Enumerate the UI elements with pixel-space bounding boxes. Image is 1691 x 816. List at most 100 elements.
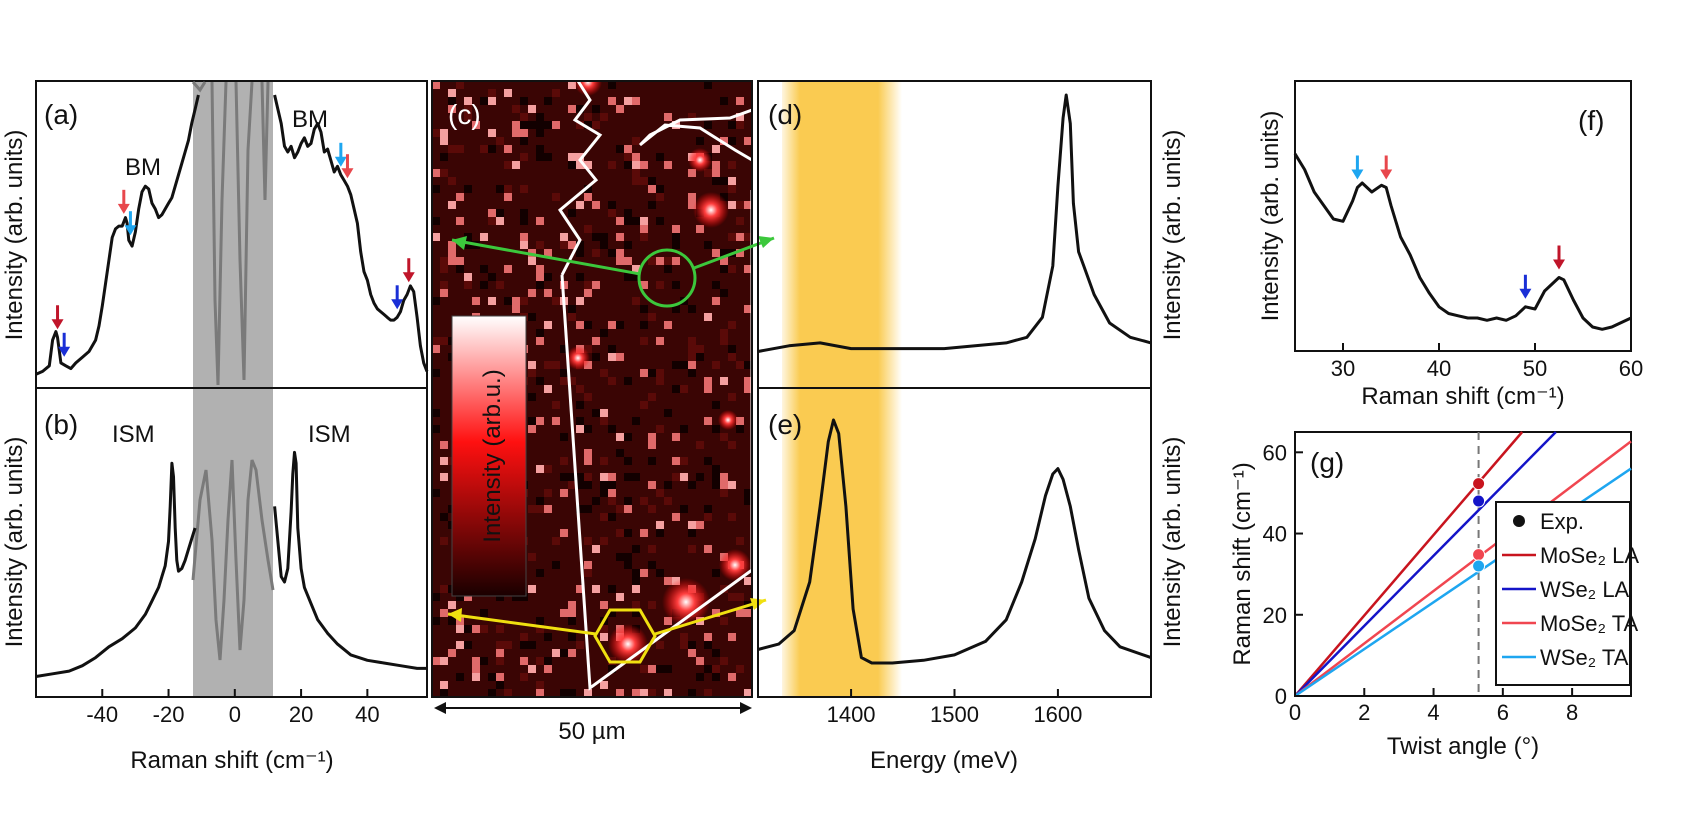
map-pixel: [544, 665, 552, 673]
map-pixel: [592, 585, 600, 593]
map-pixel: [608, 345, 616, 353]
panel-b-frame: [35, 387, 428, 698]
map-pixel: [624, 505, 632, 513]
map-pixel: [688, 641, 696, 649]
map-pixel: [584, 537, 592, 545]
map-pixel: [704, 505, 712, 513]
panel-g: 0 2 4 6 8 0 20 40 60 (g) Raman shift (cm⁻¹) Twis…: [1229, 431, 1639, 760]
map-pixel: [584, 193, 592, 201]
map-pixel: [560, 433, 568, 441]
map-pixel: [520, 113, 528, 121]
panel-e: (e) Intensity (arb. units) 1400 1500 1600 …: [757, 387, 1186, 774]
map-pixel: [600, 625, 608, 633]
panel-e-series: [757, 418, 1152, 665]
map-pixel: [640, 689, 648, 697]
map-pixel: [720, 249, 728, 257]
map-pixel: [576, 105, 584, 113]
map-pixel: [488, 129, 496, 137]
yellow-arrow-right: [654, 598, 767, 636]
x-tick-label: 8: [1566, 700, 1578, 725]
map-pixel: [640, 177, 648, 185]
green-arrow-left: [451, 238, 641, 276]
map-pixel: [688, 521, 696, 529]
panel-a-ylabel: Intensity (arb. units): [1, 130, 28, 341]
map-pixel: [648, 433, 656, 441]
map-pixel: [592, 201, 600, 209]
map-pixel: [656, 529, 664, 537]
map-pixel: [640, 225, 648, 233]
map-pixel: [560, 649, 568, 657]
map-pixel: [568, 81, 576, 89]
map-pixel: [440, 537, 448, 545]
panel-c-outline: [558, 81, 752, 691]
map-pixel: [600, 417, 608, 425]
map-pixel: [512, 121, 520, 129]
data-line: [273, 94, 429, 372]
map-pixel: [456, 625, 464, 633]
map-pixel: [624, 529, 632, 537]
map-pixel: [496, 281, 504, 289]
map-pixel: [728, 345, 736, 353]
map-pixel: [712, 281, 720, 289]
map-pixel: [432, 81, 440, 89]
map-pixel: [656, 425, 664, 433]
map-pixel: [488, 217, 496, 225]
map-pixel: [744, 137, 752, 145]
map-pixel: [656, 193, 664, 201]
map-pixel: [520, 129, 528, 137]
map-pixel: [640, 369, 648, 377]
green-arrow-right-head: [758, 236, 774, 248]
map-pixel: [616, 249, 624, 257]
map-pixel: [704, 545, 712, 553]
yellow-marker-hexagon: [593, 608, 657, 664]
map-pixel: [520, 593, 528, 601]
map-pixel: [712, 161, 720, 169]
peak-arrow-head: [1351, 169, 1364, 180]
map-pixel: [656, 185, 664, 193]
map-pixel: [560, 241, 568, 249]
map-pixel: [576, 161, 584, 169]
map-pixel: [560, 489, 568, 497]
map-pixel: [568, 601, 576, 609]
map-pixel: [712, 249, 720, 257]
map-pixel: [576, 585, 584, 593]
map-pixel: [568, 209, 576, 217]
map-pixel: [488, 673, 496, 681]
map-pixel: [592, 281, 600, 289]
legend-label-exp: Exp.: [1540, 509, 1584, 534]
map-pixel: [720, 481, 728, 489]
map-pixel: [584, 113, 592, 121]
panel-b-band-trace: [191, 459, 275, 661]
map-pixel: [576, 401, 584, 409]
map-pixel: [616, 321, 624, 329]
peak-arrow-head: [391, 299, 404, 310]
map-pixel: [576, 153, 584, 161]
map-pixel: [656, 665, 664, 673]
map-pixel: [728, 161, 736, 169]
map-pixel: [568, 609, 576, 617]
map-pixel: [648, 257, 656, 265]
map-pixel: [544, 321, 552, 329]
map-pixel: [584, 361, 592, 369]
map-pixel: [656, 217, 664, 225]
map-pixel: [576, 505, 584, 513]
map-pixel: [632, 569, 640, 577]
map-pixel: [520, 217, 528, 225]
map-pixel: [608, 353, 616, 361]
map-pixel: [440, 337, 448, 345]
map-pixel: [576, 273, 584, 281]
peak-arrow-head: [117, 203, 130, 214]
map-pixel: [584, 689, 592, 697]
map-pixel: [456, 673, 464, 681]
map-pixel: [576, 201, 584, 209]
map-pixel: [632, 137, 640, 145]
map-pixel: [672, 513, 680, 521]
map-pixel: [712, 361, 720, 369]
map-pixel: [624, 97, 632, 105]
peak-arrow-head: [341, 168, 354, 179]
map-pixel: [616, 529, 624, 537]
map-pixel: [440, 289, 448, 297]
map-pixel: [560, 473, 568, 481]
x-tick-label: 0: [1289, 700, 1301, 725]
panel-de-xticks: 1400 1500 1600: [827, 689, 1082, 727]
